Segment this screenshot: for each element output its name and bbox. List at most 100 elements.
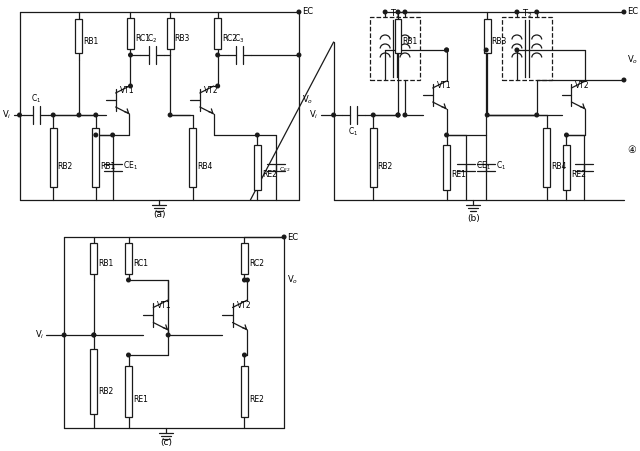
Text: RC2: RC2 [249,258,264,267]
Circle shape [297,53,301,57]
Circle shape [515,48,518,52]
Circle shape [51,113,55,117]
Bar [125,244,132,274]
Text: C$_1$: C$_1$ [496,160,506,172]
Bar [92,128,99,187]
Text: V$_i$: V$_i$ [309,109,319,121]
Text: RB1: RB1 [403,37,418,46]
Bar [241,244,248,274]
Text: (b): (b) [467,213,480,222]
Bar [189,128,196,187]
Text: T$_2$: T$_2$ [522,7,532,19]
Text: CE$_1$: CE$_1$ [123,160,138,172]
Bar [543,128,550,187]
Circle shape [246,278,249,282]
Text: RE2: RE2 [571,170,586,179]
Text: C$_{E2}$: C$_{E2}$ [279,166,291,175]
Text: RB4: RB4 [551,162,566,171]
Circle shape [282,235,286,239]
Text: C$_2$: C$_2$ [147,32,157,45]
Text: EC: EC [627,8,638,17]
Bar [50,128,57,187]
Text: V$_o$: V$_o$ [302,94,313,106]
Circle shape [622,78,626,82]
Bar [563,145,570,190]
Text: ④: ④ [627,145,636,155]
Circle shape [129,84,132,88]
Circle shape [403,10,407,14]
Circle shape [622,10,626,14]
Bar [254,145,260,190]
Circle shape [564,133,568,137]
Circle shape [111,133,115,137]
Text: RB2: RB2 [99,387,113,396]
Circle shape [484,48,488,52]
Circle shape [216,53,220,57]
Circle shape [445,48,449,52]
Circle shape [396,113,400,117]
Text: (c): (c) [161,438,173,447]
Circle shape [92,333,95,337]
Bar [443,145,450,190]
Text: EC: EC [302,8,313,17]
Text: V$_o$: V$_o$ [627,54,638,66]
Text: V$_o$: V$_o$ [287,274,298,286]
Circle shape [535,113,538,117]
Bar [241,366,248,417]
Circle shape [77,113,81,117]
Bar [394,19,401,53]
Bar [125,366,132,417]
Text: C$_1$: C$_1$ [348,125,358,138]
Text: V$_i$: V$_i$ [2,109,12,121]
Text: EC: EC [287,233,298,241]
Text: RB1: RB1 [100,162,115,171]
Circle shape [535,10,538,14]
Circle shape [297,10,301,14]
Text: RC1: RC1 [133,258,148,267]
Bar [127,18,134,49]
Text: VT1: VT1 [436,81,451,90]
Text: RB1: RB1 [99,258,113,267]
Circle shape [127,353,131,357]
Bar [484,19,491,53]
Text: VT1: VT1 [157,301,172,310]
Text: CE$_1$: CE$_1$ [476,160,492,172]
Circle shape [383,10,387,14]
Text: RB2: RB2 [378,162,393,171]
Text: VT2: VT2 [575,81,590,90]
Circle shape [403,113,407,117]
Text: VT2: VT2 [204,86,218,95]
Circle shape [166,333,170,337]
Circle shape [62,333,66,337]
Text: RE2: RE2 [249,395,264,404]
Circle shape [332,113,335,117]
Text: RB4: RB4 [197,162,212,171]
Circle shape [445,133,449,137]
Text: RB1: RB1 [83,37,99,46]
Text: RE1: RE1 [133,395,148,404]
Text: (a): (a) [153,211,166,220]
Bar [370,128,377,187]
Circle shape [216,84,220,88]
Text: RB3: RB3 [492,37,507,46]
Text: RC2: RC2 [222,33,237,42]
Circle shape [371,113,375,117]
Bar [90,244,97,274]
Circle shape [127,278,131,282]
Circle shape [445,48,449,52]
Circle shape [396,10,400,14]
Text: T$_1$: T$_1$ [390,7,400,19]
Circle shape [243,353,246,357]
Circle shape [92,333,95,337]
Circle shape [515,10,518,14]
Bar [90,349,97,414]
Bar [166,18,173,49]
Bar [76,19,83,53]
Text: C$_1$: C$_1$ [31,92,42,105]
Circle shape [94,133,97,137]
Bar [214,18,221,49]
Text: V$_i$: V$_i$ [35,329,44,341]
Text: RB2: RB2 [58,162,73,171]
Circle shape [485,113,489,117]
Text: RC1: RC1 [135,33,150,42]
